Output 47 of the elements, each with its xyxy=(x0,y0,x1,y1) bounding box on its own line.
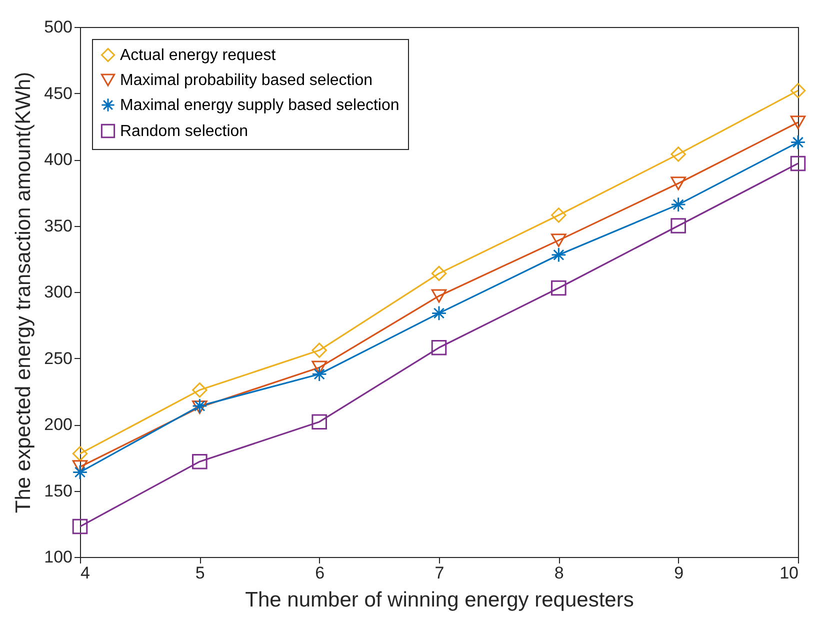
point xyxy=(72,518,88,534)
point xyxy=(192,382,208,398)
point xyxy=(551,234,566,248)
point xyxy=(551,208,566,223)
point xyxy=(312,414,327,430)
point xyxy=(431,306,447,321)
point xyxy=(431,266,447,282)
x-tick-label: 10 xyxy=(780,564,798,582)
x-tick-label: 7 xyxy=(434,564,444,582)
point xyxy=(431,340,447,356)
x-tick-label: 6 xyxy=(315,564,325,582)
point xyxy=(312,366,327,382)
legend-label: Actual energy request xyxy=(120,47,276,64)
x-tick-label: 4 xyxy=(80,564,90,582)
x-tick-label: 5 xyxy=(195,564,205,582)
point xyxy=(790,116,806,130)
point xyxy=(790,82,806,98)
y-tick-label: 100 xyxy=(44,548,72,566)
point xyxy=(72,464,88,480)
point xyxy=(312,342,327,358)
legend-label: Random selection xyxy=(120,123,248,140)
x-tick-label: 8 xyxy=(554,564,564,582)
point xyxy=(312,360,327,374)
y-tick-label: 150 xyxy=(44,481,72,500)
point xyxy=(72,446,88,462)
y-tick-label: 250 xyxy=(44,348,72,368)
legend-label: Maximal probability based selection xyxy=(120,72,373,89)
x-axis-title: The number of winning energy requesters xyxy=(245,588,634,612)
x-tick-label: 9 xyxy=(674,564,684,582)
point xyxy=(551,280,566,296)
y-tick-label: 500 xyxy=(44,18,72,36)
y-tick-label: 200 xyxy=(44,415,72,434)
point xyxy=(670,218,686,234)
point xyxy=(192,454,208,470)
point xyxy=(551,247,566,263)
point xyxy=(670,176,686,190)
y-tick-label: 300 xyxy=(44,282,72,302)
legend-label: Maximal energy supply based selection xyxy=(120,97,400,114)
y-tick-label: 350 xyxy=(44,216,72,236)
point xyxy=(790,134,806,150)
point xyxy=(670,196,686,212)
point xyxy=(790,156,806,172)
y-axis-title: The expected energy transaction amount(KWh) xyxy=(12,72,36,514)
y-tick-label: 450 xyxy=(44,84,72,103)
y-tick-label: 400 xyxy=(44,150,72,169)
point xyxy=(431,289,447,303)
point xyxy=(670,146,686,162)
